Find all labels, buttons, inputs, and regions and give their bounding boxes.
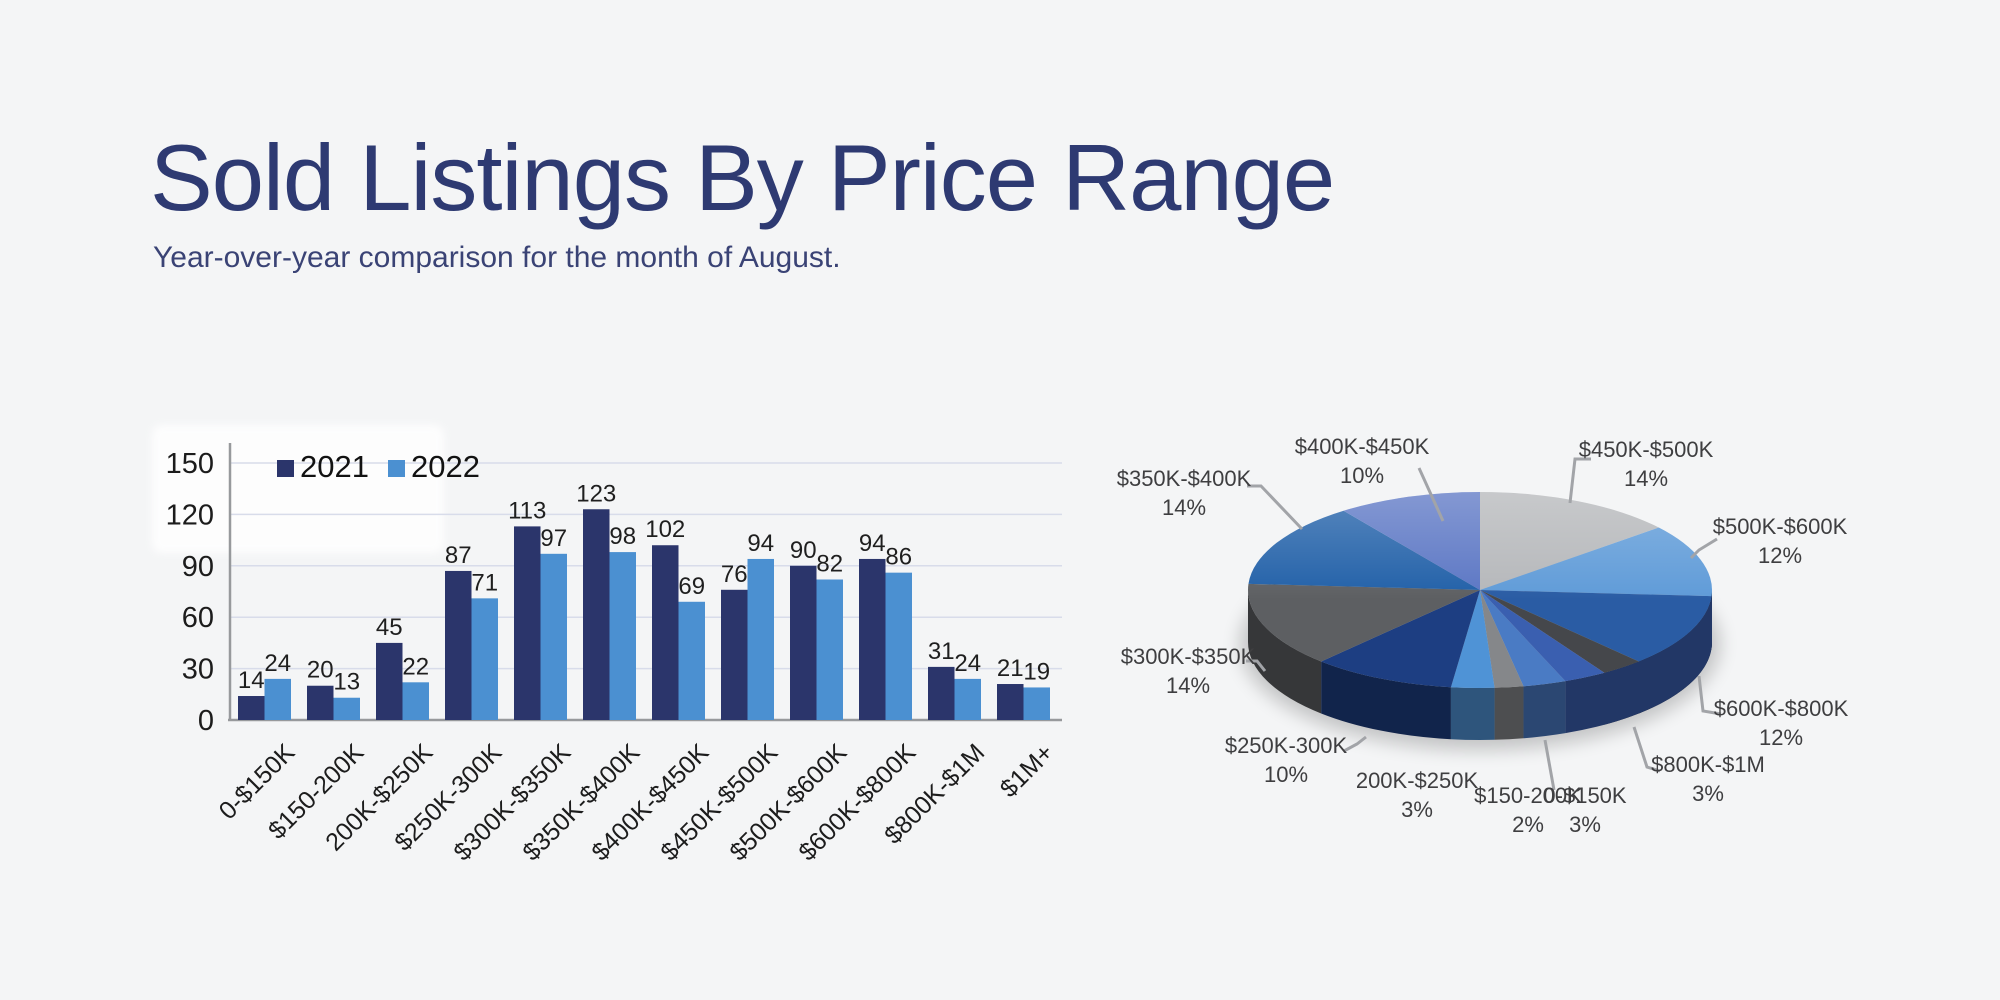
bar-value-label: 13 <box>333 669 360 696</box>
bar-2021 <box>721 589 748 720</box>
bar-2022 <box>1023 687 1050 720</box>
bar-value-label: 45 <box>376 614 403 641</box>
bar-value-label: 76 <box>721 561 748 588</box>
pie-callout-label: $600K-$800K <box>1714 696 1849 721</box>
pie-callout-pct: 14% <box>1162 495 1206 520</box>
pie-callout-label: $800K-$1M <box>1651 752 1765 777</box>
bar-2022 <box>402 682 429 720</box>
pie-callout-label: 200K-$250K <box>1356 768 1479 793</box>
x-axis-tick-label: $1M+ <box>995 738 1060 803</box>
pie-callout-pct: 10% <box>1264 762 1308 787</box>
bar-value-label: 24 <box>264 650 291 677</box>
bar-value-label: 97 <box>540 525 567 552</box>
pie-callout-label: $500K-$600K <box>1713 514 1848 539</box>
bar-2021 <box>238 696 265 720</box>
bar-2021 <box>859 558 886 720</box>
bar-2022 <box>471 598 498 720</box>
pie-callout-line <box>1689 537 1718 560</box>
bar-2022 <box>540 553 567 720</box>
bar-value-label: 87 <box>445 542 472 569</box>
bar-value-label: 82 <box>816 551 843 578</box>
legend-swatch-2022 <box>388 460 405 477</box>
y-axis-tick-label: 30 <box>182 654 214 686</box>
bar-value-label: 90 <box>790 537 817 564</box>
bar-value-label: 98 <box>609 523 636 550</box>
pie-callout-label: $250K-300K <box>1225 733 1348 758</box>
bar-value-label: 94 <box>859 530 886 557</box>
pie-callout-label: $300K-$350K <box>1121 644 1256 669</box>
pie-callout-label: $350K-$400K <box>1117 466 1252 491</box>
bar-2022 <box>747 558 774 720</box>
bar-value-label: 20 <box>307 657 334 684</box>
y-axis-tick-label: 150 <box>166 448 214 480</box>
bar-2021 <box>514 526 541 720</box>
bar-2021 <box>997 684 1024 720</box>
bar-2021 <box>790 565 817 720</box>
bar-value-label: 113 <box>508 497 546 524</box>
legend-label-2021: 2021 <box>300 449 369 484</box>
bar-2021 <box>307 685 334 720</box>
pie-callout-label: $150-200K <box>1474 783 1582 808</box>
y-axis-tick-label: 120 <box>166 499 214 531</box>
bar-2022 <box>264 678 291 720</box>
bar-2022 <box>333 697 360 720</box>
y-axis-tick-label: 60 <box>182 602 214 634</box>
pie-callout-pct: 12% <box>1758 543 1802 568</box>
pie-callout-line <box>1417 467 1445 522</box>
y-axis-tick-label: 90 <box>182 551 214 583</box>
pie-callout-pct: 3% <box>1401 797 1433 822</box>
bar-2021 <box>445 570 472 720</box>
pie-slice-side <box>1450 687 1495 740</box>
bar-2021 <box>583 509 610 720</box>
bar-value-label: 22 <box>402 653 429 680</box>
pie-callout-line <box>1632 726 1661 773</box>
bar-value-label: 86 <box>885 544 912 571</box>
pie-callout-pct: 14% <box>1166 673 1210 698</box>
bar-value-label: 94 <box>747 530 774 557</box>
bar-2022 <box>954 678 981 720</box>
pie-callout-line <box>1246 659 1267 672</box>
bar-value-label: 102 <box>645 516 685 543</box>
pie-slice-side <box>1523 681 1566 739</box>
bar-2021 <box>376 642 403 720</box>
pie-callout-line <box>1568 457 1591 504</box>
bar-2021 <box>652 545 679 720</box>
pie-callout-line <box>1543 739 1556 791</box>
bar-value-label: 19 <box>1023 658 1050 685</box>
pie-callout-line <box>1697 675 1722 716</box>
bar-value-label: 24 <box>954 650 981 677</box>
bar-value-label: 31 <box>928 638 955 665</box>
legend-swatch-2021 <box>277 460 294 477</box>
pie-slice-side <box>1494 686 1524 740</box>
pie-callout-pct: 2% <box>1512 812 1544 837</box>
pie-callout-label: $400K-$450K <box>1295 434 1430 459</box>
bar-value-label: 69 <box>678 573 705 600</box>
pie-callout-line <box>1247 484 1304 531</box>
highlight-panel <box>152 425 444 553</box>
pie-callout-pct: 12% <box>1759 725 1803 750</box>
legend-label-2022: 2022 <box>411 449 480 484</box>
page-subtitle: Year-over-year comparison for the month … <box>153 241 841 274</box>
pie-callout-label: $450K-$500K <box>1579 437 1714 462</box>
bar-value-label: 71 <box>471 569 498 596</box>
bar-value-label: 123 <box>576 480 616 507</box>
bar-2022 <box>816 579 843 720</box>
y-axis-tick-label: 0 <box>198 705 214 737</box>
page-title: Sold Listings By Price Range <box>150 125 1335 230</box>
bar-2022 <box>678 601 705 720</box>
pie-callout-pct: 3% <box>1692 781 1724 806</box>
pie-callout-label: 0-$150K <box>1543 783 1627 808</box>
pie-callout-pct: 10% <box>1340 463 1384 488</box>
bar-2022 <box>609 552 636 720</box>
pie-callout-line <box>1343 735 1367 753</box>
bar-2021 <box>928 666 955 720</box>
bar-value-label: 21 <box>997 655 1024 682</box>
bar-value-label: 14 <box>238 667 265 694</box>
bar-2022 <box>885 572 912 720</box>
pie-callout-pct: 3% <box>1569 812 1601 837</box>
pie-callout-pct: 14% <box>1624 466 1668 491</box>
